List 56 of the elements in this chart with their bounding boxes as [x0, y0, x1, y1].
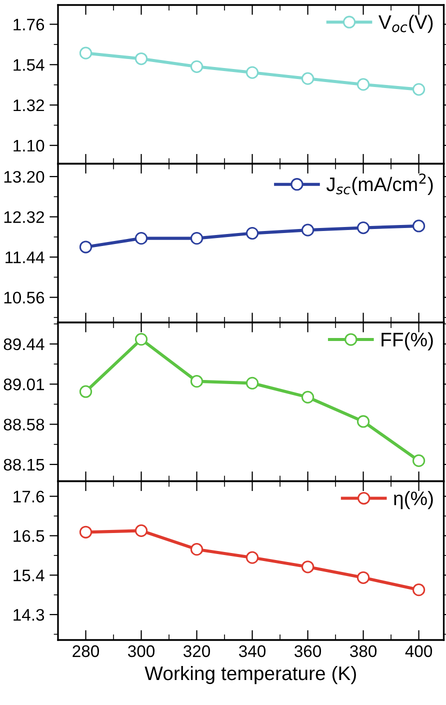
y-tick-label: 88.58 [4, 418, 44, 430]
point [412, 83, 426, 96]
point [412, 584, 426, 596]
point [134, 52, 148, 66]
point [301, 224, 314, 236]
point [79, 46, 92, 60]
x-tick-label: 320 [184, 645, 210, 658]
x-tick-label: 380 [350, 645, 377, 658]
y-tick-label: 15.4 [14, 570, 44, 582]
point [134, 332, 148, 346]
y-tick-label: 1.54 [14, 59, 44, 71]
point [412, 454, 426, 468]
point [246, 551, 259, 564]
point [246, 66, 259, 79]
y-tick-label: 1.32 [14, 99, 44, 112]
y-tick-label: 10.56 [4, 292, 44, 304]
x-tick-label: 300 [128, 645, 155, 658]
y-tick-label: 12.32 [4, 211, 44, 224]
y-tick-label: 88.15 [4, 458, 44, 471]
point [190, 375, 204, 388]
point [412, 220, 426, 232]
point [356, 415, 370, 428]
point [301, 560, 314, 574]
legend-label: J$_{sc}$(mA/cm$^{2}$) [326, 173, 433, 196]
y-tick-label: 11.44 [6, 252, 44, 264]
x-axis-title: Working temperature (K) [144, 666, 356, 684]
y-tick-label: 13.20 [4, 170, 44, 183]
legend-label: FF(%) [382, 332, 433, 350]
point [356, 221, 370, 234]
point [190, 232, 204, 245]
point [190, 543, 204, 556]
point [301, 72, 314, 85]
legend-label: η(%) [394, 490, 433, 510]
y-tick-label: 14.3 [14, 608, 44, 621]
point [356, 571, 370, 584]
point [190, 60, 204, 73]
point [246, 376, 259, 390]
y-tick-label: 89.44 [4, 338, 44, 350]
point [79, 385, 92, 398]
x-tick-label: 360 [294, 645, 322, 658]
y-tick-label: 1.76 [14, 18, 44, 30]
point [356, 78, 370, 91]
point [79, 526, 92, 538]
x-tick-label: 340 [239, 645, 266, 658]
y-tick-label: 17.6 [14, 490, 44, 503]
point [79, 240, 92, 254]
x-tick-label: 400 [405, 645, 432, 658]
y-tick-label: 16.5 [14, 530, 44, 542]
point [301, 390, 314, 404]
y-tick-label: 89.01 [4, 378, 44, 390]
y-tick-label: 1.10 [14, 140, 44, 152]
point [134, 524, 148, 538]
legend-label: V$_{oc}$(V) [378, 14, 433, 33]
x-tick-label: 280 [72, 645, 100, 658]
point [246, 226, 259, 240]
point [134, 232, 148, 245]
